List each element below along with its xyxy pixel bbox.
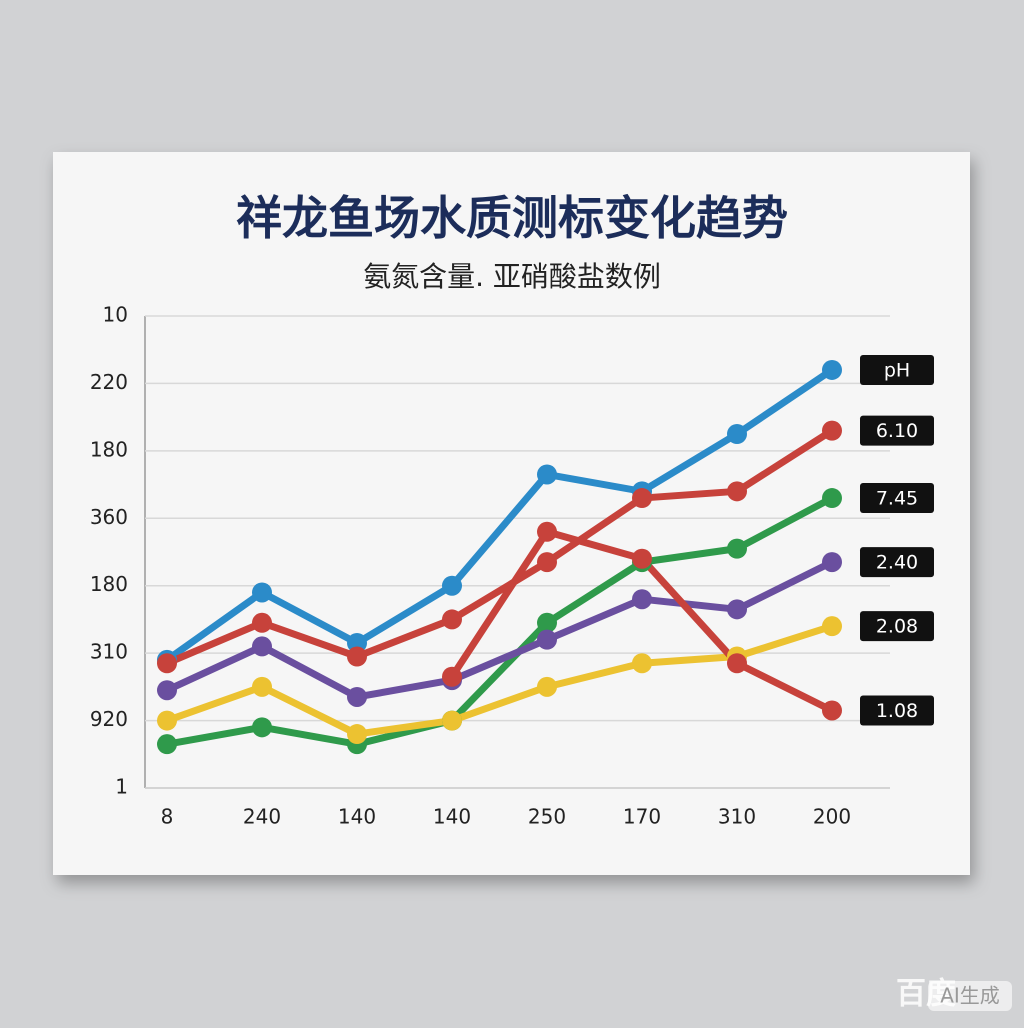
series-label-bg	[860, 354, 934, 385]
data-point	[442, 666, 462, 687]
chart-title: 祥龙鱼场水质测标变化趋势	[236, 191, 788, 245]
data-point	[822, 616, 842, 637]
data-point	[632, 653, 652, 674]
series-label: 2.08	[876, 616, 918, 638]
data-point	[252, 676, 272, 697]
y-tick-label: 1	[115, 775, 128, 799]
series-label: pH	[884, 359, 910, 381]
series-line	[164, 367, 834, 663]
series-line	[165, 427, 834, 667]
data-point	[632, 589, 652, 610]
data-point	[157, 710, 177, 731]
x-tick-label: 250	[528, 805, 566, 829]
data-point	[157, 680, 177, 701]
data-point	[632, 488, 652, 509]
y-tick-label: 920	[90, 707, 128, 731]
watermark-badge-bg	[928, 981, 1012, 1011]
data-point	[252, 717, 272, 738]
data-point	[442, 575, 462, 596]
data-point	[537, 552, 557, 573]
series-label-bg	[860, 695, 934, 726]
data-point	[252, 582, 272, 603]
data-point	[537, 629, 557, 650]
x-tick-label: 8	[161, 805, 174, 829]
data-point	[442, 609, 462, 630]
y-tick-label: 180	[90, 572, 128, 596]
data-point	[537, 521, 557, 542]
series-label: 2.40	[876, 552, 918, 574]
data-point	[822, 488, 842, 509]
y-tick-label: 10	[103, 303, 128, 327]
data-point	[632, 548, 652, 569]
data-point	[822, 420, 842, 441]
data-point	[727, 538, 747, 559]
data-point	[537, 612, 557, 633]
y-tick-label: 180	[90, 437, 128, 461]
x-tick-label: 310	[718, 805, 756, 829]
data-point	[347, 646, 367, 667]
y-tick-label: 310	[90, 640, 128, 664]
x-tick-label: 140	[433, 805, 471, 829]
data-point	[347, 724, 367, 745]
series-line	[166, 494, 834, 748]
series-label: 6.10	[876, 420, 918, 442]
data-point	[537, 676, 557, 697]
data-point	[822, 700, 842, 721]
data-point	[727, 424, 747, 444]
series-line	[165, 622, 834, 738]
data-point	[822, 359, 842, 380]
series-label: 7.45	[876, 488, 918, 510]
x-tick-label: 240	[243, 805, 281, 829]
watermark-badge: AI生成	[940, 984, 1000, 1008]
y-tick-label: 220	[90, 370, 128, 394]
series-label: 1.08	[876, 700, 918, 722]
x-tick-label: 140	[338, 805, 376, 829]
x-tick-label: 170	[623, 805, 661, 829]
data-point	[537, 464, 557, 485]
x-tick-label: 200	[813, 805, 851, 829]
data-point	[252, 636, 272, 657]
series-line	[165, 558, 834, 701]
series-label-bg	[860, 415, 934, 446]
data-point	[822, 552, 842, 573]
chart-subtitle: 氨氮含量. 亚硝酸盐数例	[363, 260, 661, 293]
data-point	[727, 481, 747, 502]
y-tick-label: 360	[90, 505, 128, 529]
data-point	[157, 734, 177, 755]
data-point	[347, 686, 367, 707]
data-point	[727, 653, 747, 674]
series-label-bg	[860, 611, 934, 642]
data-point	[157, 653, 177, 674]
data-point	[727, 599, 747, 620]
series-label-bg	[860, 483, 934, 514]
series-label-bg	[860, 547, 934, 578]
data-point	[252, 612, 272, 633]
data-point	[442, 710, 462, 731]
